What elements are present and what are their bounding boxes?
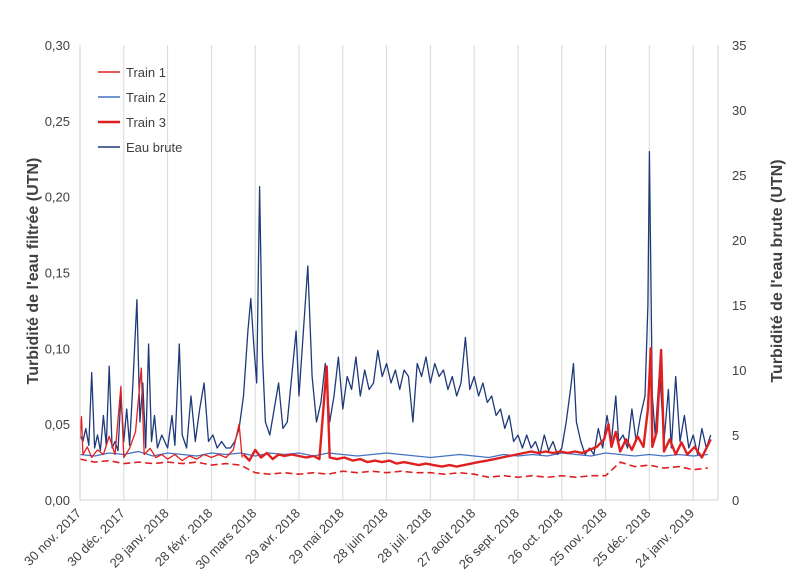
y-tick-label-left: 0,20: [45, 190, 70, 205]
y-tick-label-left: 0,30: [45, 38, 70, 53]
y-tick-label-left: 0,00: [45, 493, 70, 508]
series-line-train-1: [79, 367, 243, 462]
legend-label-train-3: Train 3: [126, 115, 166, 130]
y-tick-label-left: 0,25: [45, 114, 70, 129]
grid-layer: [79, 45, 694, 500]
y-tick-label-right: 20: [732, 233, 746, 248]
y-tick-label-right: 15: [732, 298, 746, 313]
series-line-eau-brute: [79, 150, 712, 456]
legend-label-train-1: Train 1: [126, 65, 166, 80]
series-line-train-3: [242, 347, 712, 468]
y-axis-left-title: Turbidité de l'eau filtrée (UTN): [25, 158, 42, 385]
y-tick-label-right: 5: [732, 428, 739, 443]
series-line-dashed-red: [79, 458, 708, 479]
y-tick-label-left: 0,05: [45, 417, 70, 432]
y-tick-label-left: 0,15: [45, 266, 70, 281]
y-tick-label-right: 25: [732, 168, 746, 183]
y-tick-label-right: 30: [732, 103, 746, 118]
legend: Train 1 Train 2 Train 3 Eau brute: [98, 65, 182, 155]
y-tick-label-right: 35: [732, 38, 746, 53]
y-tick-label-left: 0,10: [45, 341, 70, 356]
y-tick-label-right: 10: [732, 363, 746, 378]
series-line-train-2: [79, 450, 708, 459]
y-tick-label-right: 0: [732, 493, 739, 508]
legend-label-eau-brute: Eau brute: [126, 140, 182, 155]
series-layer: [79, 150, 712, 479]
y-axis-right-title: Turbidité de l'eau brute (UTN): [769, 159, 786, 382]
legend-label-train-2: Train 2: [126, 90, 166, 105]
